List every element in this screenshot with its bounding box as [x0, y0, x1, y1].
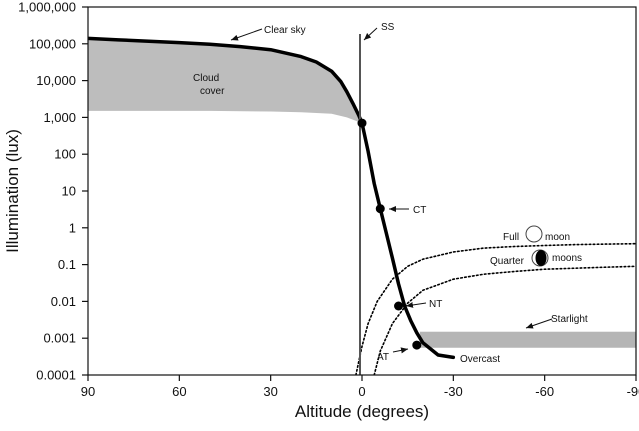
quarter-label: Quarter [490, 256, 525, 267]
x-tick-label-0: 90 [81, 384, 95, 399]
y-tick-label-1: 0.001 [43, 331, 76, 346]
ss-arrow [363, 27, 378, 41]
quarter-moon-icon [535, 250, 547, 266]
y-tick-label-5: 10 [62, 184, 76, 199]
at-arrow [392, 347, 409, 354]
axes-group: 90 60 30 0 -30 -60 -90 0.0001 0.001 0.01 0.1 1 10 100… [18, 0, 639, 399]
ct-label: CT [413, 205, 426, 216]
at-label: AT [377, 352, 389, 363]
x-axis-title: Altitude (degrees) [295, 402, 429, 421]
series-line-3 [373, 265, 636, 375]
y-tick-label-9: 100,000 [29, 36, 76, 51]
point-marker-2 [375, 204, 385, 214]
moons-label: moons [552, 253, 582, 264]
marker-group [357, 118, 422, 350]
cloud-cover-label-line1: Cloud [193, 73, 219, 84]
point-marker-4 [412, 340, 422, 350]
x-tick-label-4: -30 [444, 384, 463, 399]
x-tick-label-2: 30 [263, 384, 277, 399]
y-tick-label-4: 1 [69, 220, 76, 235]
y-tick-label-2: 0.01 [51, 294, 76, 309]
x-tick-label-5: -60 [535, 384, 554, 399]
y-tick-label-8: 10,000 [36, 73, 76, 88]
x-tick-label-3: 0 [358, 384, 365, 399]
clear-sky-arrow [230, 28, 263, 41]
cloud-cover-band [88, 38, 362, 124]
full-label: Full [503, 232, 519, 243]
y-tick-label-10: 1,000,000 [18, 0, 76, 15]
y-tick-label-7: 1,000 [43, 110, 76, 125]
point-marker-1 [357, 118, 367, 128]
y-tick-label-0: 0.0001 [36, 368, 76, 383]
y-axis-title: Illumination (lux) [3, 129, 22, 253]
starlight-label: Starlight [551, 314, 588, 325]
clear-sky-label: Clear sky [264, 25, 306, 36]
x-tick-label-6: -90 [627, 384, 639, 399]
moon-label: moon [545, 232, 570, 243]
y-tick-label-6: 100 [54, 147, 76, 162]
full-moon-icon [525, 225, 543, 243]
point-marker-3 [394, 301, 404, 311]
y-tick-label-3: 0.1 [58, 257, 76, 272]
nt-arrow [405, 301, 427, 308]
starlight-arrow [525, 318, 553, 329]
nt-label: NT [429, 299, 442, 310]
starlight-band [419, 331, 636, 348]
series-line-2 [355, 242, 636, 375]
ss-label: SS [381, 22, 395, 33]
x-tick-label-1: 60 [172, 384, 186, 399]
starlight-rect [419, 331, 636, 348]
cloud-cover-area [88, 38, 362, 124]
cloud-cover-label-line2: cover [200, 86, 225, 97]
overcast-label: Overcast [460, 354, 500, 365]
